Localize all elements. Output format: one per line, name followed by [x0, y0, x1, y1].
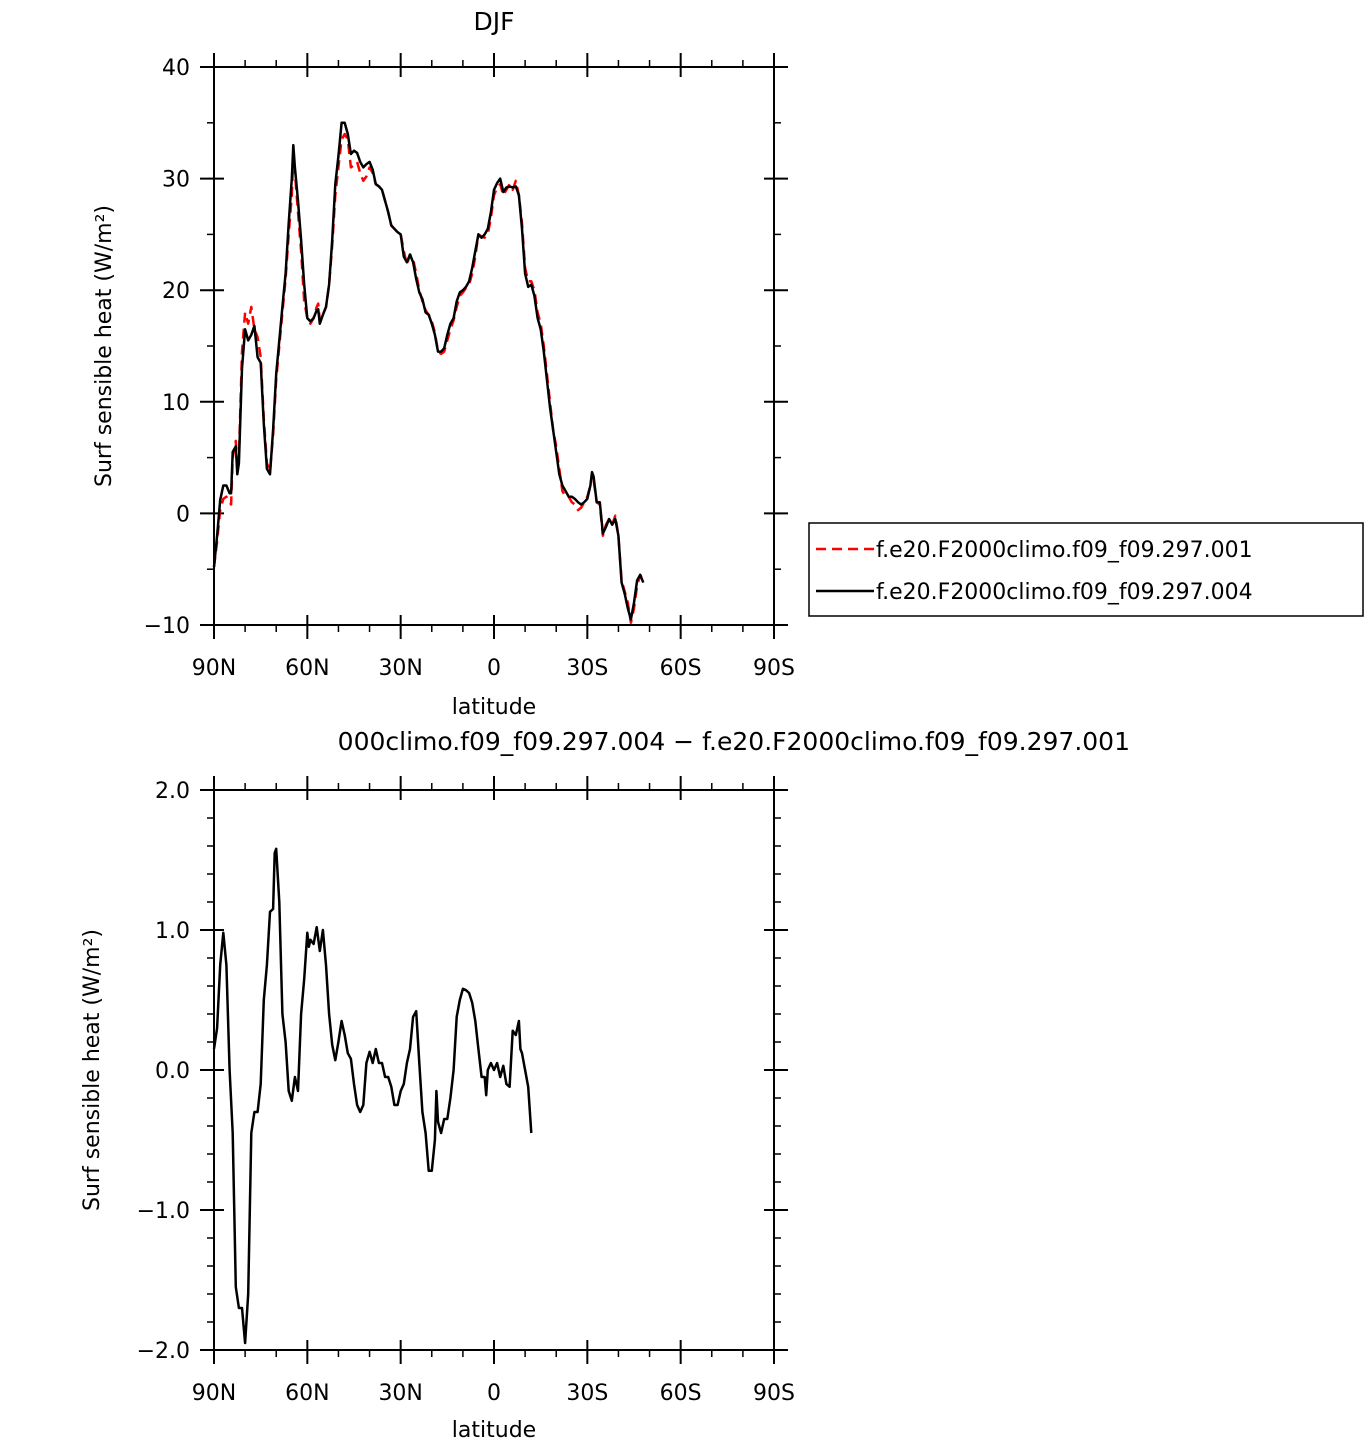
top-plot-tick-labels: −10 0 10 20 30 40 90N 60N 30N 0 30S 60S 90S — [144, 56, 795, 681]
top-plot-frame — [213, 66, 775, 626]
bottom-plot-x-axis-title: latitude — [452, 1418, 536, 1443]
bottom-plot-tick-labels: −2.0 −1.0 0.0 1.0 2.0 90N 60N 30N 0 30S 60S 90S — [137, 779, 795, 1406]
x-tick-label: 30N — [378, 1381, 422, 1406]
x-tick-label: 90N — [192, 1381, 236, 1406]
top-plot-ticks — [200, 53, 788, 639]
y-tick-label: −10 — [144, 614, 190, 639]
bottom-series-line-1 — [212, 847, 533, 1345]
x-tick-label: 30N — [378, 656, 422, 681]
bottom-plot-frame — [213, 789, 775, 1351]
y-tick-label: 10 — [162, 391, 190, 416]
legend-box — [808, 522, 1364, 617]
x-tick-label: 30S — [566, 1381, 608, 1406]
bottom-plot-ticks — [200, 776, 788, 1364]
top-plot-series — [212, 121, 645, 625]
x-tick-label: 30S — [566, 656, 608, 681]
y-tick-label: 2.0 — [155, 779, 190, 804]
x-tick-label: 0 — [487, 656, 501, 681]
x-tick-label: 90S — [753, 656, 795, 681]
top-plot-y-axis-title: Surf sensible heat (W/m²) — [92, 205, 117, 487]
bottom-plot: 000climo.f09_f09.297.004 − f.e20.F2000cl… — [80, 727, 1130, 1443]
bottom-plot-title: 000climo.f09_f09.297.004 − f.e20.F2000cl… — [338, 727, 1130, 756]
legend-label-series-2: f.e20.F2000climo.f09_f09.297.004 — [876, 580, 1253, 605]
legend-label-series-1: f.e20.F2000climo.f09_f09.297.001 — [876, 538, 1253, 563]
y-tick-label: 0 — [176, 502, 190, 527]
top-plot-legend: f.e20.F2000climo.f09_f09.297.001 f.e20.F… — [808, 522, 1364, 617]
y-tick-label: 1.0 — [155, 919, 190, 944]
x-tick-label: 0 — [487, 1381, 501, 1406]
y-tick-label: 40 — [162, 56, 190, 81]
x-tick-label: 60N — [285, 656, 329, 681]
y-tick-label: 0.0 — [155, 1059, 190, 1084]
y-tick-label: −2.0 — [137, 1339, 190, 1364]
x-tick-label: 90S — [753, 1381, 795, 1406]
y-tick-label: 20 — [162, 279, 190, 304]
bottom-plot-series — [212, 847, 533, 1345]
top-plot-x-axis-title: latitude — [452, 695, 536, 720]
x-tick-label: 60S — [660, 1381, 702, 1406]
x-tick-label: 60N — [285, 1381, 329, 1406]
top-plot: DJF −10 0 10 20 30 40 90N 60N 30N 0 30S 60S 90S lati… — [92, 7, 1364, 720]
y-tick-label: −1.0 — [137, 1199, 190, 1224]
x-tick-label: 90N — [192, 656, 236, 681]
y-tick-label: 30 — [162, 168, 190, 193]
top-series-line-2 — [212, 121, 645, 621]
top-series-line-1 — [212, 132, 645, 625]
bottom-plot-y-axis-title: Surf sensible heat (W/m²) — [80, 929, 105, 1211]
x-tick-label: 60S — [660, 656, 702, 681]
top-plot-title: DJF — [473, 7, 514, 36]
